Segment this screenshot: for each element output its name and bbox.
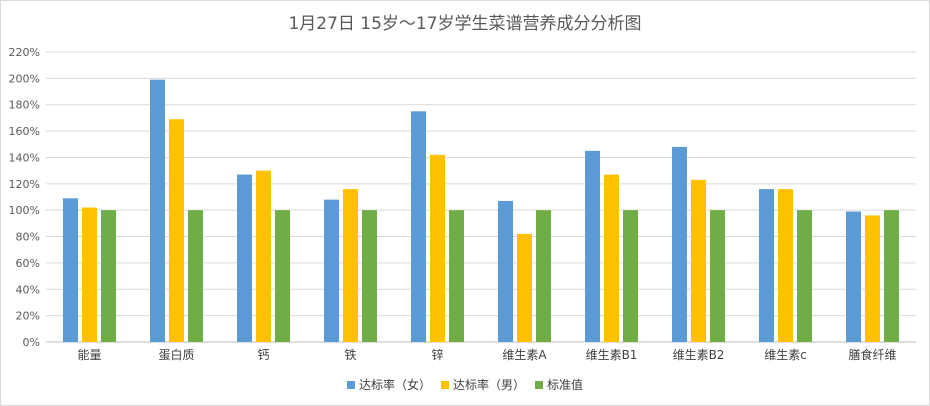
y-tick-label: 100% xyxy=(9,204,40,217)
y-tick-label: 0% xyxy=(23,336,40,349)
bar xyxy=(275,210,290,342)
y-tick-label: 60% xyxy=(16,257,40,270)
bar xyxy=(846,211,861,342)
bar xyxy=(150,79,165,342)
bar xyxy=(623,210,638,342)
legend-item: 达标率（男） xyxy=(440,376,525,393)
legend-label: 标准值 xyxy=(547,378,584,392)
bar xyxy=(797,210,812,342)
bar xyxy=(324,199,339,342)
bar xyxy=(449,210,464,342)
y-tick-label: 120% xyxy=(9,178,40,191)
x-category-label: 维生素A xyxy=(502,348,547,362)
bar xyxy=(517,233,532,342)
y-tick-label: 160% xyxy=(9,125,40,138)
bar xyxy=(759,189,774,342)
x-category-label: 维生素B1 xyxy=(586,348,638,362)
y-tick-label: 40% xyxy=(16,283,40,296)
bar xyxy=(237,174,252,342)
legend-item: 标准值 xyxy=(535,376,583,393)
bar xyxy=(343,189,358,342)
y-tick-label: 180% xyxy=(9,99,40,112)
bar xyxy=(710,210,725,342)
bar xyxy=(188,210,203,342)
legend-swatch xyxy=(440,380,449,389)
x-category-label: 蛋白质 xyxy=(158,347,194,362)
bar xyxy=(536,210,551,342)
x-category-label: 维生素c xyxy=(764,348,807,362)
bar xyxy=(865,215,880,342)
bar xyxy=(884,210,899,342)
bar xyxy=(604,174,619,342)
bar xyxy=(256,170,271,342)
y-tick-label: 220% xyxy=(9,46,40,59)
x-category-label: 维生素B2 xyxy=(673,348,725,362)
y-tick-label: 80% xyxy=(16,231,40,244)
bar xyxy=(63,198,78,342)
bar xyxy=(411,111,426,343)
bar xyxy=(101,210,116,342)
bar xyxy=(82,207,97,342)
chart-title: 1月27日 15岁～17岁学生菜谱营养成分分析图 xyxy=(288,14,642,34)
bar xyxy=(672,146,687,342)
bar xyxy=(169,119,184,343)
bar xyxy=(498,200,513,342)
bar xyxy=(362,210,377,342)
y-tick-label: 140% xyxy=(9,151,40,164)
legend-label: 达标率（女） xyxy=(358,378,431,392)
x-category-label: 铁 xyxy=(344,348,356,362)
y-tick-label: 20% xyxy=(16,310,40,323)
legend-swatch xyxy=(535,380,543,389)
bar xyxy=(585,150,600,342)
legend-label: 达标率（男） xyxy=(452,378,525,392)
legend-item: 达标率（女） xyxy=(346,376,431,393)
bar xyxy=(430,154,445,342)
y-tick-label: 200% xyxy=(9,72,40,85)
bar xyxy=(691,179,706,342)
x-category-label: 膳食纤维 xyxy=(848,347,896,362)
legend-swatch xyxy=(346,380,355,389)
bar-chart: 0% 20% 40% 60% 80% 100% 120% 140% 160% 180% 200% 22… xyxy=(9,46,916,362)
x-category-label: 钙 xyxy=(257,348,269,362)
bar xyxy=(778,189,793,342)
x-category-label: 能量 xyxy=(77,348,101,362)
x-category-label: 锌 xyxy=(431,348,443,362)
chart-legend: 达标率（女） 达标率（男） 标准值 xyxy=(0,376,930,393)
